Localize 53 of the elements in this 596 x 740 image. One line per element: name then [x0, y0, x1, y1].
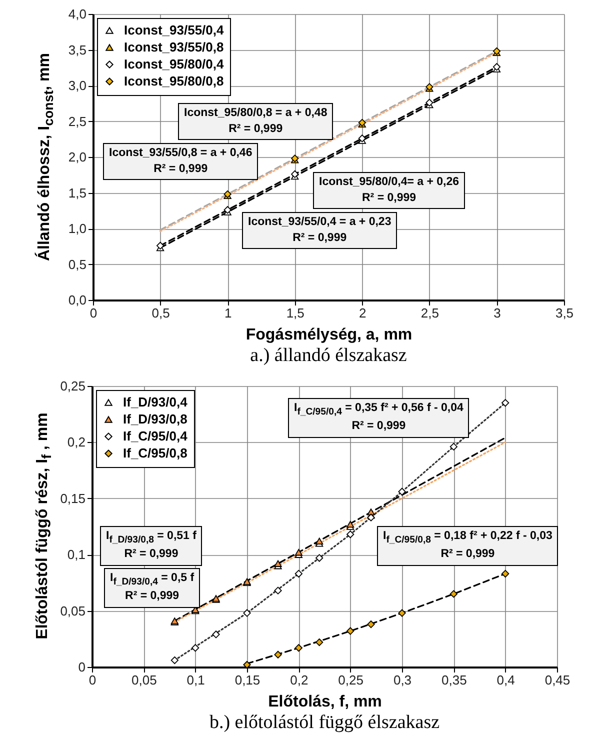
x-tick-label: 0,15 [234, 672, 260, 688]
annotation: I$_{f_C/95/0,4}$ = 0,35 f² + 0,56 f - 0,04 R² = 0,999 [288, 398, 470, 438]
y-tick-label: 3,0 [68, 78, 86, 93]
y-tick-label: 0,2 [67, 434, 86, 450]
y-tick-label: 2,0 [68, 150, 86, 164]
x-tick-label: 1 [224, 306, 232, 320]
x-tick-label: 0,1 [186, 672, 205, 688]
legend-label: If_C/95/0,4 [123, 428, 188, 444]
y-tick-label: 0,1 [67, 547, 86, 562]
y-tick-label: 1,5 [68, 185, 86, 200]
x-tick-label: 2 [359, 306, 366, 320]
legend-label: Iconst_93/55/0,4 [124, 22, 224, 38]
x-tick-label: 3,5 [555, 306, 574, 320]
y-tick-label: 0,25 [60, 378, 86, 394]
x-axis-title: Előtolás, f, mm [268, 694, 382, 710]
legend-label: Iconst_95/80/0,8 [124, 74, 224, 88]
x-tick-label: 0,35 [442, 672, 467, 688]
annotation: Iconst_93/55/0,4 = a + 0,23 R² = 0,999 [242, 212, 398, 250]
x-tick-label: 0,2 [290, 672, 308, 688]
x-tick-label: 0 [90, 306, 98, 320]
legend-label: If_D/93/0,4 [123, 394, 188, 410]
y-tick-label: 4,0 [68, 6, 86, 22]
x-tick-label: 0,3 [393, 672, 412, 688]
y-tick-label: 0,5 [68, 256, 86, 272]
legend-label: Iconst_93/55/0,8 [124, 40, 224, 54]
text: b.) előtolástól függő élszakasz [209, 712, 440, 733]
x-tick-label: 0,4 [496, 672, 515, 688]
annotation: Iconst_95/80/0,8 = a + 0,48 R² = 0,999 [178, 103, 334, 140]
y-tick-label: 0,0 [68, 292, 86, 308]
annotation: I$_{f_C/95/0,8}$ = 0,18 f² + 0,22 f - 0,03 R² = 0,999 [377, 526, 558, 566]
x-tick-label: 0,05 [132, 672, 157, 688]
annotation: Iconst_93/55/0,8 = a + 0,46 R² = 0,999 [103, 143, 258, 180]
annotation: I$_{f_D/93/0,8}$ = 0,51 f R² = 0,999 [100, 526, 202, 566]
legend-label: Iconst_95/80/0,4 [124, 56, 224, 72]
y-tick-label: 2,5 [68, 114, 86, 129]
annotation: I$_{f_D/93/0,4}$ = 0,5 f R² = 0,999 [104, 568, 200, 608]
x-tick-label: 0 [88, 672, 96, 688]
annotation: Iconst_95/80/0,4= a + 0,26 R² = 0,999 [313, 172, 466, 210]
x-tick-label: 3 [494, 306, 501, 320]
y-tick-label: 0,05 [60, 603, 86, 618]
x-tick-label: 2,5 [420, 306, 439, 320]
y-tick-label: 0,15 [60, 490, 86, 506]
y-tick-label: 0 [78, 660, 86, 674]
x-tick-label: 1,5 [286, 306, 304, 320]
legend-label: If_D/93/0,8 [123, 412, 188, 426]
y-tick-label: 3,5 [68, 42, 86, 58]
y-tick-label: 1,0 [68, 221, 86, 236]
x-tick-label: 0,45 [544, 672, 570, 688]
legend-label: If_C/95/0,8 [123, 446, 188, 460]
x-tick-label: 0,25 [338, 672, 364, 688]
x-tick-label: 0,5 [152, 306, 170, 320]
x-axis-title: Fogásmélység, a, mm [246, 326, 412, 344]
text: a.) állandó élszakasz [250, 345, 407, 366]
